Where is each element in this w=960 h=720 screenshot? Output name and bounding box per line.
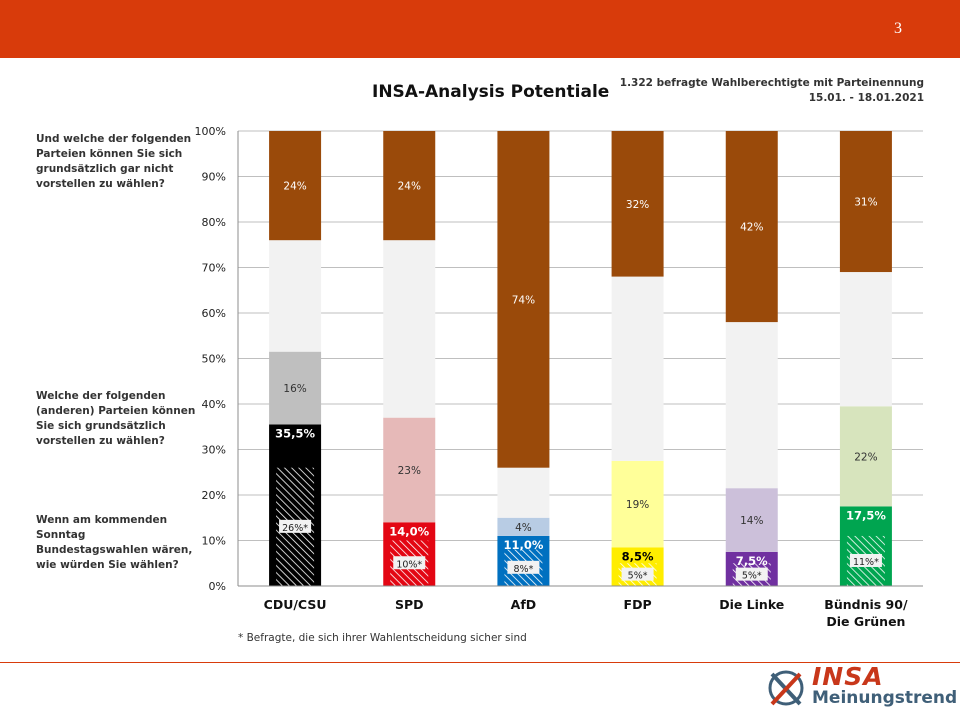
vote-label: 17,5%: [846, 508, 886, 522]
bar-neutral: [269, 240, 322, 352]
certain-label: 10%*: [396, 559, 422, 570]
axis-layer: 0% 10% 20% 30% 40% 50% 60% 70% 80% 90% 100% CDU/CSU…: [195, 125, 923, 629]
vote-label: 8,5%: [622, 549, 654, 563]
certain-label: 5%*: [742, 571, 762, 582]
bar-potential: [611, 460, 664, 548]
sample-size-line: 1.322 befragte Wahlberechtigte mit Parte…: [619, 77, 924, 89]
certain-label: 8%*: [514, 564, 534, 575]
bar-rejection: [725, 131, 778, 323]
label-layer: 24% 16% 35,5% 26%* 24% 23% 14,0% 10%* 74% 4% 11,0%…: [275, 181, 886, 582]
bar-rejection: [383, 131, 436, 241]
rejection-label: 24%: [398, 181, 421, 193]
y-tick-label: 70%: [202, 262, 226, 275]
y-tick-label: 0%: [209, 580, 226, 593]
bar-rejection: [269, 131, 322, 241]
bar-potential: [839, 406, 892, 507]
x-category-label: Die Linke: [719, 597, 784, 612]
bar-potential: [725, 488, 778, 552]
page-number: 3: [894, 20, 902, 37]
x-category-label: AfD: [511, 597, 537, 612]
insa-x-icon: [768, 670, 804, 706]
logo-subtitle: Meinungstrend: [812, 688, 958, 708]
bar-potential: [497, 517, 550, 536]
vote-label: 11,0%: [503, 538, 543, 552]
potential-label: 4%: [515, 522, 532, 534]
y-tick-label: 60%: [202, 307, 226, 320]
logo-brand: INSA: [812, 662, 884, 691]
y-tick-label: 20%: [202, 489, 226, 502]
x-category-label: SPD: [395, 597, 424, 612]
y-tick-label: 10%: [202, 535, 226, 548]
question-potential: Welche der folgenden (anderen) Parteien …: [36, 390, 196, 447]
chart-title: INSA-Analysis Potentiale: [372, 82, 610, 102]
y-tick-label: 30%: [202, 444, 226, 457]
bar-neutral: [611, 276, 664, 461]
y-tick-label: 100%: [195, 125, 226, 138]
x-category-label: Die Grünen: [826, 614, 905, 629]
rejection-label: 24%: [283, 181, 306, 193]
survey-date-line: 15.01. - 18.01.2021: [808, 92, 924, 104]
vote-label: 14,0%: [389, 524, 429, 538]
bar-neutral: [839, 272, 892, 407]
rejection-label: 32%: [626, 199, 649, 211]
certain-label: 5%*: [628, 571, 648, 582]
bar-neutral: [383, 240, 436, 418]
potential-label: 14%: [740, 515, 763, 527]
survey-meta: 1.322 befragte Wahlberechtigte mit Parte…: [620, 76, 924, 106]
rejection-label: 31%: [854, 197, 877, 209]
certain-label-bg: [393, 556, 426, 570]
bar-potential: [383, 417, 436, 523]
potential-label: 22%: [854, 451, 877, 463]
x-category-label: FDP: [624, 597, 652, 612]
certain-label-bg: [279, 519, 312, 533]
vote-label: 35,5%: [275, 426, 315, 440]
y-tick-label: 50%: [202, 353, 226, 366]
bar-rejection: [611, 131, 664, 277]
bar-potential: [269, 351, 322, 425]
certain-label-bg: [621, 567, 654, 581]
question-vote: Wenn am kommenden Sonntag Bundestagswahl…: [36, 514, 193, 571]
potential-label: 23%: [398, 465, 421, 477]
bar-neutral: [725, 322, 778, 489]
certain-label-bg: [735, 567, 768, 581]
question-rejection: Und welche der folgenden Parteien können…: [36, 133, 192, 190]
y-tick-label: 90%: [202, 171, 226, 184]
insa-logo: INSA Meinungstrend: [766, 662, 957, 710]
certain-label-bg: [507, 560, 540, 574]
bar-rejection: [839, 131, 892, 273]
footer-divider: [0, 662, 960, 663]
potential-label: 16%: [283, 383, 306, 395]
rejection-label: 74%: [512, 294, 535, 306]
x-category-label: Bündnis 90/: [824, 597, 908, 612]
footnote: * Befragte, die sich ihrer Wahlentscheid…: [238, 632, 527, 644]
certain-label: 26%*: [282, 523, 308, 534]
header-bar: 3: [0, 0, 960, 58]
grid-layer: [238, 130, 923, 587]
certain-label-bg: [849, 553, 882, 567]
y-tick-label: 80%: [202, 216, 226, 229]
certain-label: 11%*: [853, 557, 879, 568]
y-tick-label: 40%: [202, 398, 226, 411]
bar-rejection: [497, 131, 550, 468]
bar-layer: [269, 131, 892, 586]
potential-label: 19%: [626, 499, 649, 511]
rejection-label: 42%: [740, 222, 763, 234]
vote-label: 7,5%: [736, 554, 768, 568]
x-category-label: CDU/CSU: [264, 597, 327, 612]
bar-neutral: [497, 467, 550, 518]
